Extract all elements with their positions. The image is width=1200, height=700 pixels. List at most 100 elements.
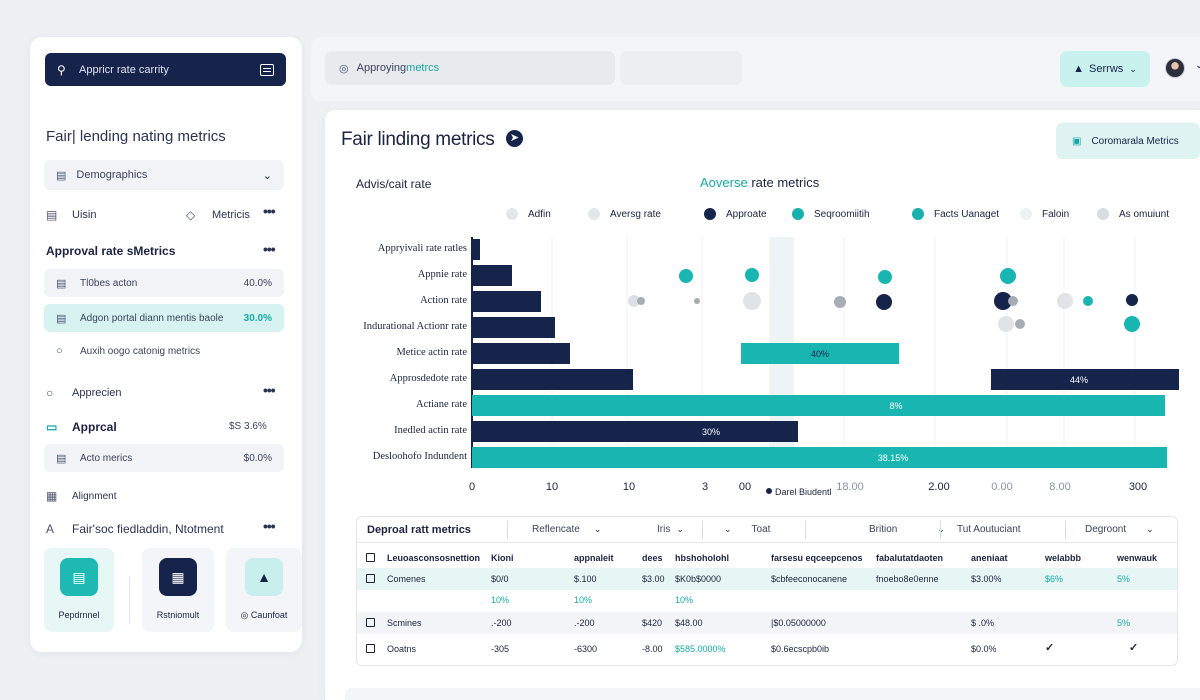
sidebar-item-alignment[interactable]: ▦ Alignment	[46, 489, 116, 503]
list-item[interactable]: ○ Auxih oogo catonig metrics	[44, 337, 284, 365]
table-cell: $6%	[1045, 574, 1064, 584]
page-title: Fair linding metrics	[341, 129, 495, 150]
table-row[interactable]: Comenes $0/0 $.100 $3.00 $K0b$0000 $cbfeecono…	[357, 568, 1177, 590]
row-checkbox[interactable]	[366, 553, 375, 562]
bar	[741, 343, 899, 364]
legend-item[interactable]: Facts Uanaget	[912, 208, 999, 220]
sidebar-item-fair[interactable]: A Fair'soc fiedladdin, Ntotment	[46, 522, 224, 536]
check-icon: ✓	[1045, 642, 1055, 654]
sidebar-search-value: Appricr rate carrity	[79, 63, 169, 76]
table-cell: Kioni	[491, 553, 514, 563]
legend-item[interactable]: Aversg rate	[588, 208, 661, 220]
data-point	[694, 298, 700, 304]
column-header[interactable]: ⌄ Toat	[724, 524, 770, 535]
chevron-down-icon[interactable]: ⌄	[1195, 60, 1200, 71]
divider	[1065, 521, 1066, 539]
tile-results[interactable]: ▦ Rstniomult	[142, 548, 214, 632]
list-item-value: 40.0%	[243, 277, 272, 289]
save-dropdown-button[interactable]: ▲ Serrws ⌄	[1060, 51, 1150, 87]
table-cell: $585.0000%	[675, 644, 726, 654]
more-icon[interactable]: •••	[263, 203, 276, 219]
tile-comfort[interactable]: ▲ ◎ Caunfoat	[226, 548, 302, 632]
table-cell: fnoebo8e0enne	[876, 574, 939, 584]
table-cell: Scmines	[387, 618, 422, 628]
table-cell: -305	[491, 644, 510, 654]
x-tick-label: 300	[1129, 481, 1147, 493]
compare-metrics-button[interactable]: ▣ Coromarala Metrics	[1056, 123, 1200, 159]
avatar[interactable]	[1165, 58, 1185, 78]
legend-swatch	[588, 208, 600, 220]
bar	[472, 291, 541, 312]
more-icon[interactable]: •••	[263, 382, 276, 398]
sidebar-item-uisin[interactable]: ▤ Uisin	[46, 208, 96, 222]
x-tick-label: 18.00	[836, 481, 864, 493]
legend-swatch	[912, 208, 924, 220]
tile-personnel[interactable]: ▤ Pepdrnnel	[44, 548, 114, 632]
column-header[interactable]: Deproal ratt metrics	[367, 524, 471, 536]
legend-item[interactable]: Faloin	[1020, 208, 1069, 220]
legend-item[interactable]: Approate	[704, 208, 767, 220]
divider	[805, 521, 806, 539]
chart-icon: ▲	[1073, 63, 1085, 75]
sidebar-item-metrics[interactable]: ◇ Metricis	[186, 208, 250, 222]
filter-icon[interactable]	[260, 63, 274, 76]
legend-item[interactable]: As omuiunt	[1097, 208, 1169, 220]
list-item[interactable]: ▤ Tl0bes acton 40.0%	[44, 269, 284, 297]
legend-label: Adfin	[528, 208, 551, 220]
data-point	[1124, 316, 1140, 332]
row-checkbox[interactable]	[366, 618, 375, 627]
more-icon[interactable]: •••	[263, 241, 276, 257]
legend-marker	[766, 488, 772, 494]
sidebar-item-approval[interactable]: ▭ Apprcal	[46, 420, 117, 434]
document-icon: ▤	[60, 558, 98, 596]
row-checkbox[interactable]	[366, 644, 375, 653]
save-label: Serrws	[1089, 63, 1124, 75]
chart-title-rest: rate metrics	[747, 175, 820, 190]
chart-title: Aoverse rate metrics	[700, 175, 819, 190]
bar	[472, 239, 480, 260]
table-row[interactable]: Ooatns -305 -6300 -8.00 $585.0000% $0.6ecscpb…	[357, 638, 1177, 660]
data-point	[994, 292, 1012, 310]
report-icon: ▦	[159, 558, 197, 596]
column-header[interactable]: Brition ⌄	[869, 524, 945, 535]
column-header[interactable]: Iris ⌄	[657, 524, 684, 535]
divider	[507, 521, 508, 539]
document-icon: ▤	[46, 208, 58, 222]
column-header[interactable]: Reflencate ⌄	[532, 524, 601, 535]
category-label: Metice actin rate	[396, 347, 467, 358]
table-row[interactable]: Scmines .-200 .-200 $420 $48.00 |$0.05000000 $…	[357, 612, 1177, 634]
demographics-dropdown[interactable]: ▤ Demographics ⌄	[44, 160, 284, 190]
more-icon[interactable]: •••	[263, 518, 276, 534]
legend-label: Approate	[726, 208, 767, 220]
chevron-down-icon: ⌄	[1146, 524, 1154, 534]
list-item[interactable]: ▤ Adgon portal diann mentis baole 30.0%	[44, 304, 284, 332]
table-cell: $ .0%	[971, 618, 995, 628]
list-item[interactable]: ▤ Acto merics $0.0%	[44, 444, 284, 472]
table-cell: appnaleit	[574, 553, 614, 563]
table-cell: 10%	[491, 595, 510, 605]
data-point	[1015, 319, 1025, 329]
legend-item[interactable]: Adfin	[506, 208, 551, 220]
table-cell: Leuoasconsosnettion	[387, 553, 481, 563]
table-row[interactable]: 10% 10% 10%	[357, 589, 1177, 611]
table-row[interactable]: Leuoasconsosnettion Kioni appnaleit dees hbs…	[357, 547, 1177, 569]
x-tick-label: 0.00	[991, 481, 1012, 493]
sidebar-item-label: Metricis	[212, 209, 250, 221]
column-header[interactable]: Tut Aoutuciant	[957, 524, 1021, 535]
list-icon: ▤	[56, 169, 67, 182]
tile-label: Rstniomult	[156, 610, 200, 620]
chevron-down-icon: ⌄	[1129, 63, 1137, 74]
tile-label: ◎ Caunfoat	[240, 610, 288, 620]
row-checkbox[interactable]	[366, 574, 375, 583]
data-point	[834, 296, 846, 308]
sidebar-item-label: Uisin	[72, 209, 97, 221]
sidebar-search-input[interactable]: ⚲ Appricr rate carrity	[45, 53, 286, 86]
category-label: Actiane rate	[416, 399, 467, 410]
column-header[interactable]: Degroont ⌄	[1085, 524, 1154, 535]
table-cell: $cbfeeconocanene	[771, 574, 848, 584]
legend-item[interactable]: Seqroomiitih	[792, 208, 870, 220]
sidebar-item-apprecien[interactable]: ○ Apprecien	[46, 386, 122, 400]
data-point	[628, 295, 640, 307]
info-icon[interactable]: ➤	[506, 130, 523, 147]
topbar-search-input[interactable]: ◎ Approying metrcs	[325, 51, 615, 85]
